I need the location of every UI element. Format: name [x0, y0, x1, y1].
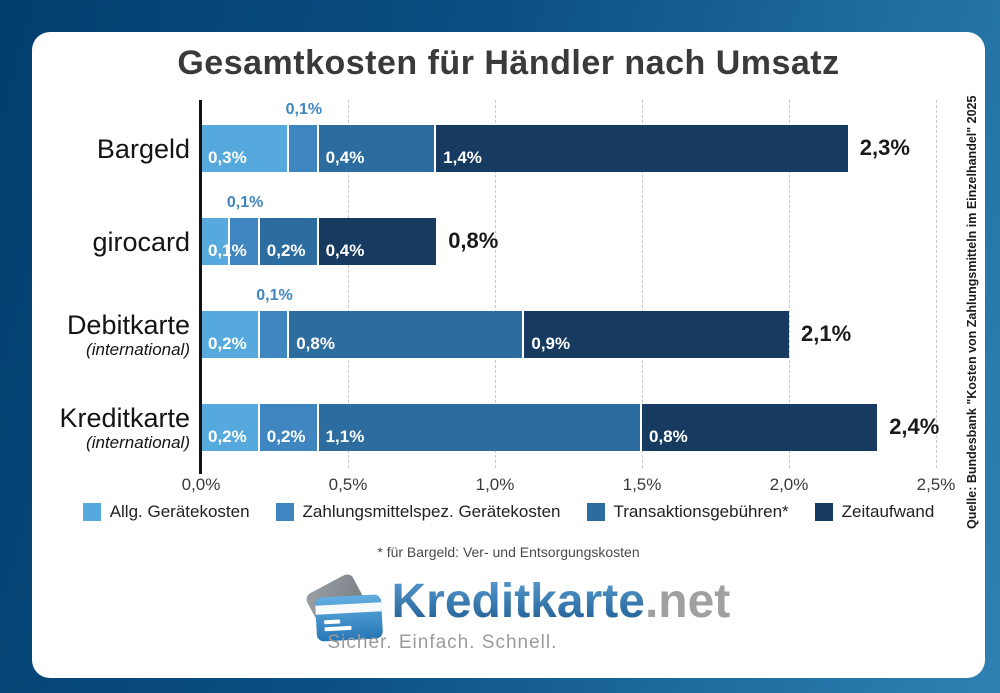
bar-segment: 0,1% — [201, 218, 247, 265]
stacked-bar-chart: 0,0% 0,5% 1,0% 1,5% 2,0% 2,5% Bargeld 0,1% 0,3% 0… — [32, 32, 985, 678]
legend-label: Zahlungsmittelspez. Gerätekosten — [302, 502, 561, 521]
segment-callout-label: 0,1% — [285, 101, 323, 118]
chart-footnote: * für Bargeld: Ver- und Entsorgungskoste… — [377, 544, 640, 560]
segment-value-label: 1,4% — [443, 148, 482, 167]
segment-value-label: 0,4% — [325, 241, 365, 260]
category-label: girocard — [32, 218, 190, 265]
brand-wordmark: Kreditkarte.net — [392, 574, 731, 629]
bar-segment: 0,4% — [318, 125, 437, 172]
segment-value-label: 0,2% — [266, 427, 306, 446]
gridline — [936, 100, 937, 468]
bar-segment: 0,2% — [259, 218, 319, 265]
legend-swatch — [586, 503, 605, 521]
gridline — [642, 100, 643, 468]
bar-segment: 0,2% — [201, 311, 260, 358]
card-line-icon — [323, 619, 340, 625]
legend-item: Transaktionsgebühren* — [586, 502, 789, 522]
source-note: Quelle: Bundesbank "Kosten von Zahlungsm… — [965, 95, 979, 529]
bar-total-label: 2,3% — [859, 135, 910, 160]
brand-logo-inner: Kreditkarte.net Sicher. Einfach. Schnell… — [303, 572, 730, 664]
bar-total-label: 2,4% — [889, 414, 940, 439]
page-title: Gesamtkosten für Händler nach Umsatz — [177, 44, 840, 82]
segment-value-label: 0,4% — [325, 148, 365, 167]
segment-value-label: 0,9% — [531, 334, 571, 353]
brand-name: Kreditkarte — [391, 575, 645, 628]
card-line-icon — [323, 625, 352, 632]
brand-logo: Kreditkarte.net Sicher. Einfach. Schnell… — [32, 572, 985, 664]
category-label-text: Kreditkarte — [59, 403, 190, 433]
category-label-text: girocard — [92, 226, 190, 257]
bar-segment: 1,4% — [436, 125, 848, 172]
segment-value-label: 0,2% — [266, 241, 306, 260]
legend-item: Zeitaufwand — [814, 502, 935, 522]
chart-legend: Allg. Gerätekosten Zahlungsmittelspez. Ge… — [32, 502, 985, 522]
axis-tick-label: 0,5% — [328, 475, 368, 494]
segment-value-label: 0,2% — [208, 334, 247, 353]
category-label: Debitkarte (international) — [32, 310, 190, 359]
bar-segment: 0,2% — [259, 404, 319, 451]
bar-segment: 0,8% — [641, 404, 878, 451]
y-axis-line — [199, 100, 202, 474]
axis-tick-label: 2,0% — [769, 475, 809, 494]
segment-value-label: 1,1% — [325, 427, 365, 446]
card-stripe-icon — [314, 602, 382, 615]
legend-swatch — [275, 503, 294, 521]
segment-value-label: 0,8% — [648, 427, 688, 446]
category-label: Kreditkarte (international) — [32, 403, 190, 452]
bar-segment: 0,4% — [318, 218, 437, 265]
category-label-text: Debitkarte — [66, 310, 190, 340]
bar-row: 0,2% 0,2% 1,1% 0,8% — [201, 404, 878, 451]
gridline — [495, 100, 496, 468]
gridline — [789, 100, 790, 468]
segment-callout-label: 0,1% — [226, 194, 264, 211]
segment-value-label: 0,3% — [208, 148, 247, 167]
legend-swatch — [82, 503, 101, 521]
legend-label: Transaktionsgebühren* — [613, 502, 789, 521]
bar-segment: 0,8% — [289, 311, 525, 358]
gridline — [348, 100, 349, 468]
axis-tick-label: 1,0% — [475, 475, 515, 494]
bar-segment — [259, 311, 290, 358]
segment-value-label: 0,2% — [208, 427, 247, 446]
legend-label: Allg. Gerätekosten — [109, 502, 250, 521]
bar-segment: 0,9% — [524, 311, 789, 358]
bar-row: 0,3% 0,4% 1,4% — [201, 125, 848, 172]
axis-tick-label: 1,5% — [622, 475, 662, 494]
axis-tick-label: 2,5% — [916, 475, 956, 494]
axis-tick-label: 0,0% — [181, 475, 221, 494]
legend-swatch — [814, 503, 833, 521]
bar-segment: 0,2% — [201, 404, 260, 451]
category-sublabel-text: (international) — [86, 340, 190, 359]
legend-item: Zahlungsmittelspez. Gerätekosten — [275, 502, 561, 522]
content-card: Gesamtkosten für Händler nach Umsatz 0,0… — [32, 32, 985, 678]
bar-segment: 0,3% — [201, 125, 290, 172]
bar-row: 0,2% 0,8% 0,9% — [201, 311, 789, 358]
legend-label: Zeitaufwand — [841, 502, 935, 521]
legend-item: Allg. Gerätekosten — [82, 502, 250, 522]
bar-row: 0,1% 0,2% 0,4% — [201, 218, 437, 265]
segment-callout-label: 0,1% — [256, 287, 293, 304]
bar-total-label: 0,8% — [448, 228, 499, 253]
bar-total-label: 2,1% — [801, 321, 852, 346]
brand-tagline: Sicher. Einfach. Schnell. — [327, 632, 558, 653]
brand-tld: .net — [644, 575, 731, 628]
bar-segment: 1,1% — [318, 404, 642, 451]
segment-value-label: 0,8% — [296, 334, 335, 353]
category-label: Bargeld — [32, 125, 190, 172]
category-sublabel-text: (international) — [86, 433, 190, 452]
bar-segment — [289, 125, 319, 172]
bar-segment — [230, 218, 260, 265]
category-label-text: Bargeld — [96, 133, 190, 164]
segment-value-label: 0,1% — [208, 241, 247, 260]
